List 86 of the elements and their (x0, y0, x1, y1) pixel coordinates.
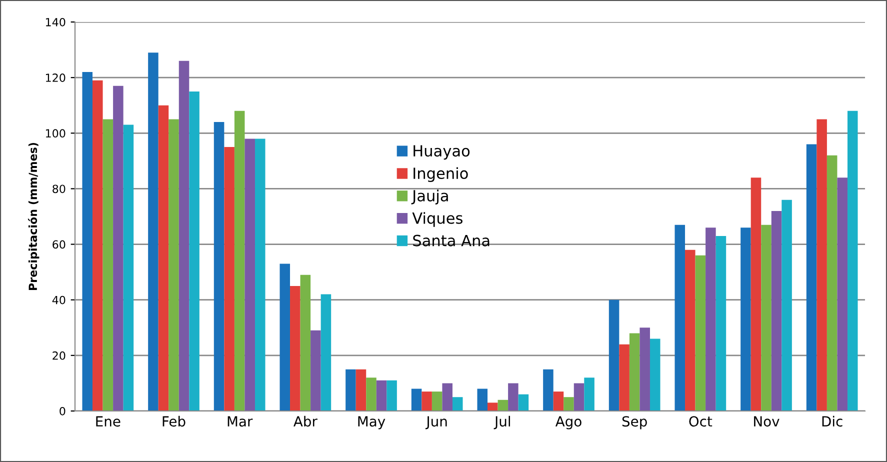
legend-label: Santa Ana (413, 234, 490, 246)
y-tick-label: 140 (46, 18, 66, 26)
bar (706, 228, 716, 411)
bar (564, 397, 574, 411)
bar (346, 369, 356, 411)
bar (411, 388, 422, 411)
bar (584, 378, 594, 411)
y-tick-label: 20 (52, 351, 66, 360)
bar (847, 110, 858, 411)
bar (488, 402, 498, 411)
bar (761, 224, 772, 411)
y-tick-label: 100 (46, 129, 66, 138)
bar (178, 60, 190, 411)
bar (640, 328, 650, 411)
y-tick-label: 120 (46, 74, 66, 82)
y-tick-label: 80 (52, 184, 66, 194)
bar (771, 210, 782, 411)
bar (750, 178, 762, 411)
bar (92, 80, 103, 411)
bar (158, 105, 169, 411)
x-tick-label: Oct (689, 416, 712, 427)
bar (214, 122, 224, 411)
bar (685, 250, 696, 411)
x-tick-label: Mar (228, 416, 253, 427)
bar (806, 144, 817, 411)
bar (650, 338, 660, 411)
x-tick-label: Ago (555, 416, 582, 430)
bar (740, 228, 751, 411)
bar (826, 155, 838, 411)
bar (452, 397, 463, 411)
bar (113, 86, 124, 411)
bar (376, 380, 387, 411)
bar (290, 286, 300, 411)
bar (674, 224, 686, 411)
legend-label: Ingenio (414, 167, 468, 182)
legend-label: Viques (412, 212, 462, 227)
bar (608, 300, 620, 411)
bar (386, 380, 397, 411)
bar (168, 119, 179, 411)
bar (224, 147, 234, 411)
y-tick-label: 40 (52, 296, 66, 304)
x-tick-label: Jul (494, 416, 510, 430)
x-tick-label: Abr (294, 416, 318, 427)
bar (442, 383, 452, 411)
bar (837, 178, 848, 411)
bar (574, 383, 584, 411)
bar (123, 124, 134, 411)
bar (543, 369, 554, 411)
y-tick-label: 60 (52, 240, 66, 249)
x-tick-label: Dic (822, 416, 842, 427)
bar (695, 255, 706, 411)
bar (816, 119, 827, 411)
x-tick-label: Jun (426, 416, 447, 430)
bar (189, 91, 200, 411)
y-tick-label: 0 (60, 406, 66, 416)
bar (518, 394, 529, 411)
x-tick-label: Sep (622, 416, 647, 430)
bar (356, 369, 366, 411)
bar (782, 200, 792, 411)
x-tick-label: May (358, 416, 386, 430)
x-tick-label: Ene (96, 416, 120, 427)
bar (102, 119, 114, 411)
bar (619, 344, 630, 411)
bar (234, 110, 245, 411)
bar (310, 330, 321, 411)
bar (82, 72, 93, 411)
bar (508, 383, 518, 411)
x-tick-label: Nov (754, 416, 780, 427)
bar (320, 294, 332, 411)
bar (422, 392, 432, 411)
y-axis-title: Precipitación (mm/mes) (28, 142, 40, 290)
bar (553, 392, 564, 411)
bar (629, 333, 640, 411)
bar (498, 400, 508, 411)
legend-label: Jauja (411, 190, 448, 204)
bar (280, 264, 290, 411)
bar (254, 138, 266, 411)
bar (432, 392, 442, 411)
x-tick-label: Feb (162, 416, 186, 427)
legend-label: Huayao (414, 145, 470, 160)
bar (244, 138, 255, 411)
bar (300, 274, 311, 411)
bar (477, 388, 488, 411)
bar (148, 52, 158, 411)
bar (716, 236, 726, 411)
bar (366, 378, 376, 411)
